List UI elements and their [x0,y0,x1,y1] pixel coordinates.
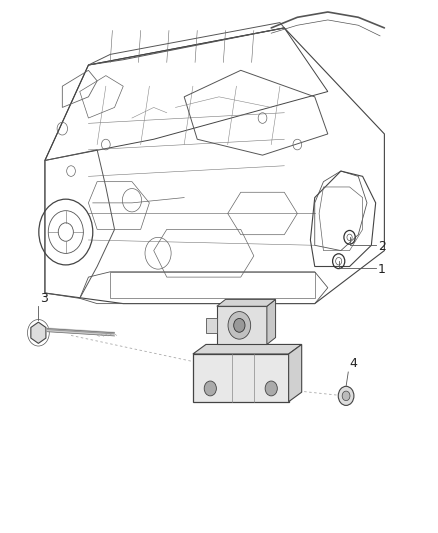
Polygon shape [193,344,302,354]
Polygon shape [206,318,217,333]
Text: 3: 3 [41,292,49,305]
Text: 1: 1 [378,263,386,276]
Polygon shape [289,344,302,402]
Polygon shape [31,322,46,343]
Polygon shape [193,354,289,402]
Circle shape [342,391,350,401]
Polygon shape [217,306,267,344]
Polygon shape [217,300,276,306]
Text: 4: 4 [350,358,357,370]
Circle shape [234,318,245,332]
Circle shape [265,381,277,396]
Circle shape [338,386,354,406]
Text: 2: 2 [378,240,386,253]
Polygon shape [267,300,276,344]
Circle shape [204,381,216,396]
Circle shape [228,312,251,339]
